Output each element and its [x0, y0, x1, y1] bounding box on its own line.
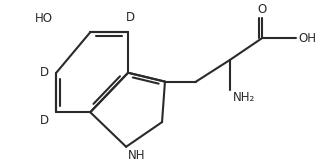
Text: O: O: [257, 3, 267, 16]
Text: NH₂: NH₂: [233, 91, 255, 104]
Text: D: D: [125, 11, 135, 24]
Text: HO: HO: [35, 12, 53, 25]
Text: NH: NH: [128, 149, 145, 162]
Text: D: D: [39, 66, 48, 79]
Text: OH: OH: [299, 32, 317, 45]
Text: D: D: [39, 114, 48, 127]
